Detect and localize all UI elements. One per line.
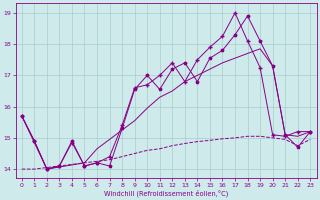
X-axis label: Windchill (Refroidissement éolien,°C): Windchill (Refroidissement éolien,°C): [104, 189, 228, 197]
